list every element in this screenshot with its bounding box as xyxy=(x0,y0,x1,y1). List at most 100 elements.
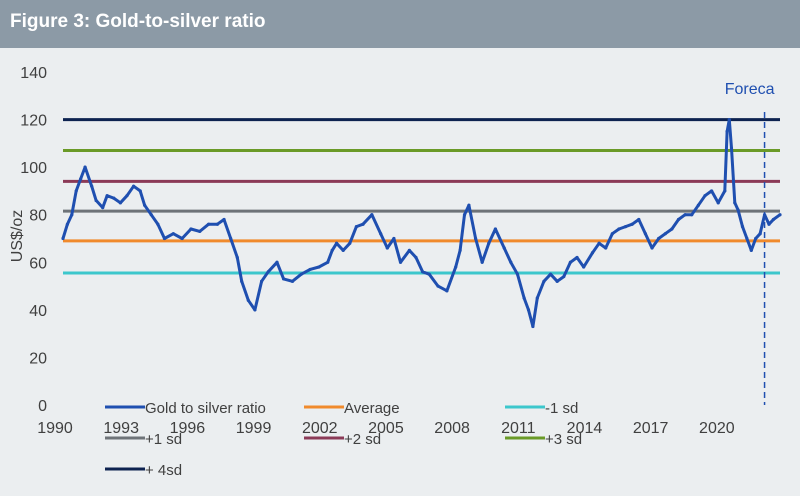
data-point xyxy=(61,236,65,241)
data-point xyxy=(575,255,579,260)
data-point xyxy=(125,194,129,198)
data-point xyxy=(370,213,374,217)
data-point xyxy=(207,222,211,226)
data-point xyxy=(162,236,167,241)
y-tick-label: 40 xyxy=(29,303,47,320)
y-tick-label: 120 xyxy=(20,113,47,130)
data-point xyxy=(515,272,520,276)
data-point xyxy=(740,225,745,229)
chart-title: Figure 3: Gold-to-silver ratio xyxy=(10,11,266,32)
x-tick-label: 1999 xyxy=(236,420,272,437)
x-tick-label: 2005 xyxy=(368,420,404,437)
data-point xyxy=(526,308,531,312)
y-tick-label: 80 xyxy=(29,208,47,225)
x-tick-label: 1990 xyxy=(37,420,73,437)
y-tick-label: 140 xyxy=(20,65,47,82)
data-point xyxy=(548,272,553,276)
data-point xyxy=(771,217,775,222)
axes: 0 20 40 60 80 100 120 140 1990 1993 1996 1999 2002 20… xyxy=(9,65,735,437)
data-point xyxy=(198,229,202,233)
data-point xyxy=(467,203,471,207)
x-tick-label: 2017 xyxy=(633,420,669,437)
data-point xyxy=(83,165,87,169)
reference-lines xyxy=(63,118,780,275)
data-point xyxy=(754,236,758,241)
x-tick-label: 1996 xyxy=(170,420,206,437)
data-point xyxy=(493,227,498,231)
data-point xyxy=(290,279,295,283)
data-point xyxy=(65,222,70,226)
data-point xyxy=(266,270,270,274)
data-point xyxy=(473,236,478,241)
data-point xyxy=(189,227,193,231)
data-point xyxy=(427,272,431,276)
data-point xyxy=(70,213,74,217)
data-point xyxy=(723,189,727,193)
data-point xyxy=(729,146,734,150)
data-point xyxy=(253,308,257,312)
data-point xyxy=(414,255,418,260)
data-point xyxy=(462,213,467,217)
annotations: Foreca xyxy=(725,81,775,405)
data-point xyxy=(522,296,526,300)
data-point xyxy=(710,189,714,193)
data-point xyxy=(282,277,286,281)
data-point xyxy=(105,194,109,198)
data-point xyxy=(101,205,105,210)
data-point xyxy=(275,260,279,264)
x-tick-label: 1993 xyxy=(103,420,139,437)
data-point xyxy=(348,241,352,245)
data-point xyxy=(502,246,506,250)
data-point xyxy=(568,260,573,264)
data-point xyxy=(767,222,771,226)
data-point xyxy=(458,248,462,252)
data-point xyxy=(733,201,737,205)
data-point xyxy=(555,279,559,283)
x-tick-label: 2002 xyxy=(302,420,338,437)
data-point xyxy=(308,267,312,272)
legend-label-plus3: +3 sd xyxy=(545,431,582,448)
series-line-ratio xyxy=(61,118,781,328)
data-point xyxy=(487,241,491,245)
data-point xyxy=(716,201,720,205)
data-point xyxy=(542,279,546,283)
data-point xyxy=(725,129,729,134)
data-point xyxy=(222,217,226,222)
data-point xyxy=(582,265,586,269)
data-point xyxy=(240,279,244,283)
legend-label-plus4: + 4sd xyxy=(145,462,182,479)
data-point xyxy=(392,236,396,241)
data-point xyxy=(610,232,614,236)
data-point xyxy=(445,289,449,293)
data-point xyxy=(623,225,628,229)
data-point xyxy=(509,260,513,264)
data-point xyxy=(112,196,116,200)
data-point xyxy=(597,241,601,245)
data-point xyxy=(79,177,83,181)
data-point xyxy=(590,251,595,255)
data-point xyxy=(379,232,383,236)
data-point xyxy=(326,260,330,264)
data-point xyxy=(334,241,339,245)
data-point xyxy=(299,272,303,276)
data-point xyxy=(94,198,98,203)
data-point xyxy=(180,236,184,241)
data-point xyxy=(90,184,94,188)
data-point xyxy=(778,213,782,217)
legend-label-plus1: +1 sd xyxy=(145,431,182,448)
data-point xyxy=(480,260,484,264)
y-tick-label: 20 xyxy=(29,350,47,367)
x-tick-label: 2011 xyxy=(501,420,536,437)
data-point xyxy=(670,227,674,231)
data-point xyxy=(74,189,78,193)
data-point xyxy=(535,296,539,300)
data-point xyxy=(696,203,700,207)
data-point xyxy=(676,217,681,222)
data-point xyxy=(663,232,667,236)
forecast-label: Foreca xyxy=(725,81,775,98)
data-point xyxy=(703,194,707,198)
data-point xyxy=(354,225,359,229)
y-tick-label: 60 xyxy=(29,255,47,272)
data-point xyxy=(643,232,648,236)
data-point xyxy=(749,248,753,252)
